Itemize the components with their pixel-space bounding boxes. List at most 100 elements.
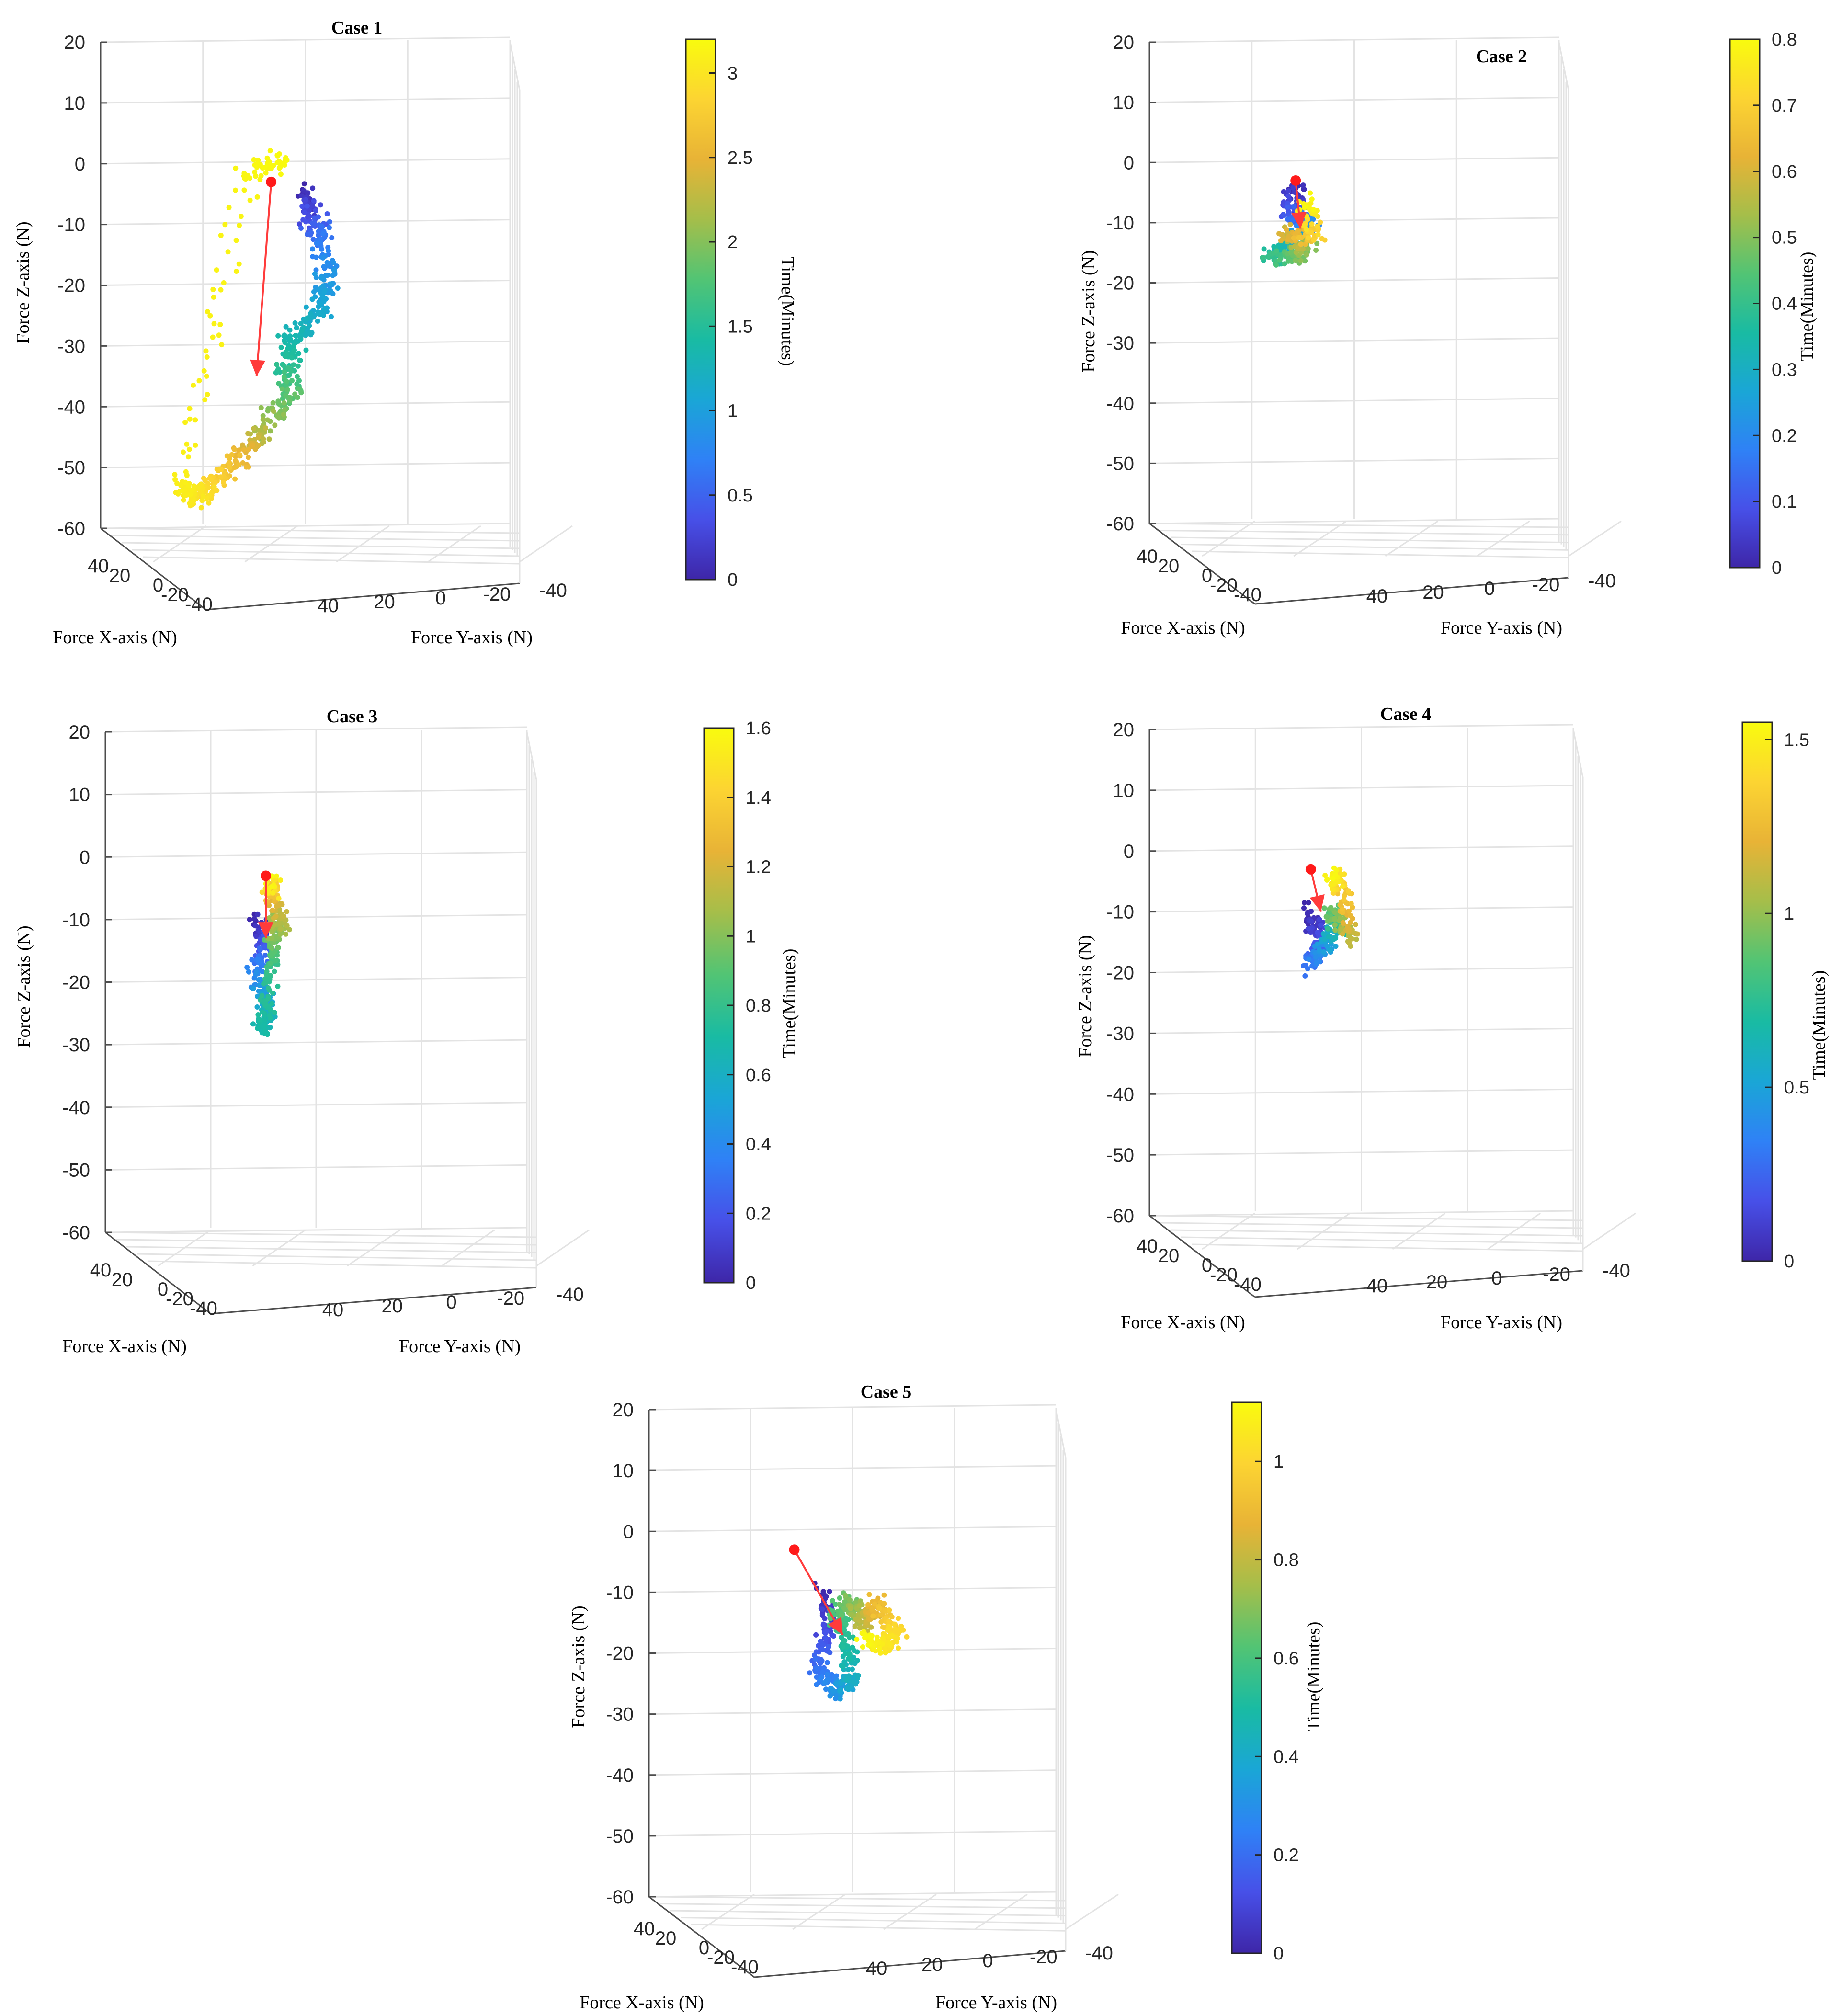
- floor-gridline: [792, 1893, 846, 1930]
- data-point: [233, 187, 238, 193]
- data-point: [1346, 888, 1352, 894]
- data-point: [216, 332, 222, 338]
- z-axis-label: Force Z-axis (N): [1075, 935, 1095, 1057]
- z-tick-label: 10: [613, 1460, 634, 1481]
- data-point: [865, 1602, 871, 1607]
- colorbar-tick-label: 2.5: [728, 148, 753, 168]
- data-point: [1306, 900, 1311, 906]
- x-axis-line: [648, 1896, 755, 1978]
- data-point: [854, 1649, 860, 1655]
- data-point: [246, 447, 251, 453]
- data-point: [186, 446, 192, 452]
- data-point: [250, 986, 256, 991]
- data-point: [314, 240, 319, 246]
- data-point: [184, 441, 190, 447]
- colorbar-tick-label: 1.5: [728, 317, 753, 337]
- data-point: [255, 957, 261, 962]
- y-tick-label: -40: [539, 580, 567, 601]
- data-point: [1345, 924, 1351, 930]
- x-tick-label: 0: [1202, 1255, 1212, 1276]
- z-tick-label: -50: [57, 457, 85, 478]
- data-point: [310, 203, 316, 208]
- data-point: [307, 214, 313, 219]
- y-tick-label: -20: [1030, 1947, 1057, 1968]
- floor-gridline: [1385, 520, 1439, 557]
- data-point: [307, 311, 313, 317]
- x-tick-label: 20: [655, 1928, 677, 1949]
- data-point: [1330, 887, 1336, 893]
- data-point: [208, 477, 214, 482]
- z-tick-label: -30: [57, 336, 85, 357]
- x-tick-label: -40: [1234, 584, 1262, 605]
- data-point: [896, 1645, 901, 1651]
- floor-gridline: [142, 556, 520, 565]
- data-point: [310, 237, 316, 242]
- data-point: [203, 348, 209, 354]
- colorbar-tick-label: 1.6: [746, 718, 771, 739]
- data-point: [813, 1632, 819, 1638]
- force-arrow: [793, 1549, 844, 1636]
- data-point: [274, 362, 280, 367]
- data-point: [272, 422, 278, 428]
- data-point: [282, 407, 287, 413]
- z-axis-label: Force Z-axis (N): [13, 221, 33, 343]
- y-tick-label: -20: [497, 1288, 524, 1309]
- data-point: [254, 194, 260, 200]
- data-point: [276, 896, 282, 901]
- x-tick-label: -40: [190, 1298, 217, 1319]
- z-gridline: [648, 1891, 1057, 1898]
- data-point: [816, 1643, 821, 1649]
- data-point: [1291, 204, 1297, 209]
- z-tick-label: -10: [1106, 213, 1134, 234]
- colorbar-tick-label: 0.8: [1772, 30, 1797, 50]
- data-point: [316, 311, 321, 317]
- x-tick-label: 0: [158, 1279, 168, 1300]
- data-point: [1306, 957, 1312, 962]
- x-tick-label: -20: [1210, 1264, 1238, 1286]
- data-point: [316, 228, 321, 234]
- data-point: [1290, 185, 1296, 191]
- data-point: [263, 170, 269, 176]
- colorbar-tick-label: 0.5: [1772, 228, 1797, 248]
- data-point: [255, 1025, 261, 1031]
- data-point: [847, 1652, 853, 1657]
- z-tick-label: 0: [623, 1521, 634, 1542]
- data-point: [299, 193, 305, 199]
- data-point: [1311, 207, 1317, 213]
- data-point: [1281, 213, 1286, 218]
- floor-gridline: [153, 525, 206, 563]
- z-gridline: [105, 726, 527, 733]
- z-tick-label: -40: [606, 1765, 634, 1786]
- data-point: [275, 153, 281, 159]
- data-point: [885, 1628, 890, 1633]
- data-point: [281, 400, 287, 406]
- z-tick-label: -50: [1106, 453, 1134, 474]
- data-point: [241, 173, 247, 179]
- data-point: [284, 387, 290, 393]
- colorbar-tick-label: 0.2: [1772, 426, 1797, 446]
- data-point: [198, 505, 204, 511]
- data-point: [886, 1634, 891, 1639]
- data-point: [1293, 258, 1298, 263]
- data-point: [1285, 204, 1291, 210]
- data-point: [819, 1606, 825, 1612]
- x-tick-label: -20: [1210, 575, 1238, 596]
- y-tick-label: 0: [1491, 1268, 1502, 1289]
- data-point: [1340, 884, 1345, 889]
- colorbar-tick-label: 0.5: [728, 486, 753, 506]
- data-point: [315, 319, 320, 324]
- data-point: [294, 381, 300, 387]
- data-point: [264, 161, 270, 167]
- data-point: [269, 884, 274, 890]
- floor-gridline: [1476, 520, 1530, 557]
- data-point: [258, 936, 263, 942]
- data-point: [1314, 960, 1319, 966]
- data-point: [260, 417, 266, 422]
- z-tick-label: -20: [1106, 963, 1134, 984]
- data-point: [255, 1012, 261, 1017]
- data-point: [272, 898, 277, 904]
- data-point: [295, 193, 301, 199]
- colorbar-label: Time(Minutes): [779, 949, 799, 1059]
- data-point: [1319, 236, 1325, 241]
- y-axis-label: Force Y-axis (N): [935, 1993, 1057, 2013]
